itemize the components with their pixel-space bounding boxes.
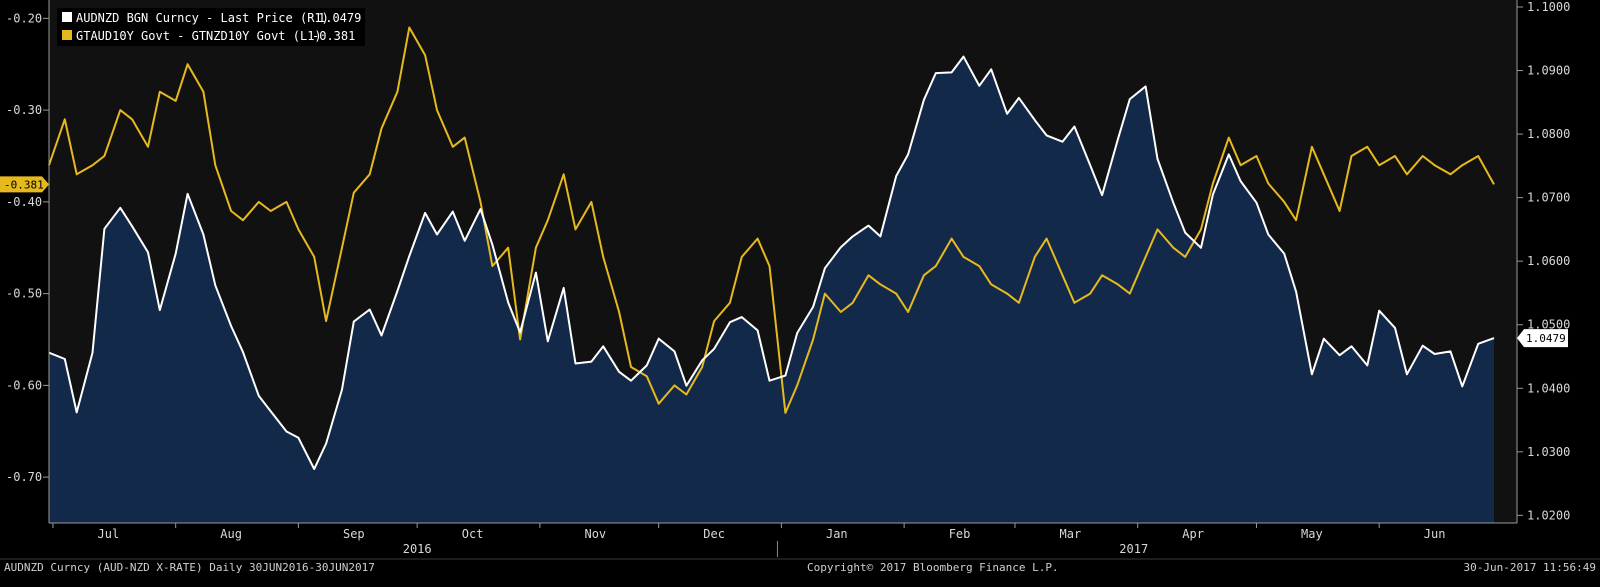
- year-labels: 2016 2017: [403, 541, 1148, 557]
- audnzd-area-fill: [49, 56, 1494, 523]
- year-label: 2017: [1119, 542, 1148, 556]
- month-label: Mar: [1060, 527, 1082, 541]
- month-label: Feb: [949, 527, 971, 541]
- month-label: Jul: [98, 527, 120, 541]
- right-tick-label: 1.0300: [1527, 445, 1570, 459]
- right-tick-label: 1.1000: [1527, 0, 1570, 14]
- legend-last-spread: -0.381: [312, 29, 355, 43]
- series-area-0: [49, 56, 1494, 523]
- series-line-0: [48, 55, 1495, 470]
- month-label: Apr: [1182, 527, 1204, 541]
- left-last-value-tag: -0.381: [0, 176, 49, 193]
- month-ticks: Jul Aug Sep Oct Nov Dec Jan Feb Mar Apr May Jun: [52, 523, 1446, 541]
- month-label: Dec: [703, 527, 725, 541]
- right-tag-shape: [1517, 329, 1568, 348]
- right-tick-label: 1.0600: [1527, 254, 1570, 268]
- left-tick-label: -0.40: [6, 195, 42, 209]
- right-tick-label: 1.0500: [1527, 318, 1570, 332]
- month-label: Jun: [1424, 527, 1446, 541]
- left-tick-label: -0.50: [6, 287, 42, 301]
- month-label: Aug: [220, 527, 242, 541]
- legend: AUDNZD BGN Curncy - Last Price (R1) 1.04…: [57, 8, 365, 46]
- footer-security-info: AUDNZD Curncy (AUD-NZD X-RATE) Daily 30J…: [4, 561, 375, 574]
- month-label: May: [1301, 527, 1323, 541]
- series-lines: [48, 26, 1495, 470]
- footer-timestamp: 30-Jun-2017 11:56:49: [1464, 561, 1596, 574]
- left-tick-label: -0.60: [6, 378, 42, 392]
- legend-swatch-audnzd: [62, 12, 72, 22]
- right-tick-label: 1.0900: [1527, 64, 1570, 78]
- legend-label-audnzd: AUDNZD BGN Curncy - Last Price (R1): [76, 11, 329, 25]
- year-label: 2016: [403, 542, 432, 556]
- legend-swatch-spread: [62, 30, 72, 40]
- footer-copyright: Copyright© 2017 Bloomberg Finance L.P.: [807, 561, 1059, 574]
- right-tick-label: 1.0200: [1527, 508, 1570, 522]
- right-tag-value: 1.0479: [1526, 332, 1566, 345]
- right-tick-label: 1.0700: [1527, 191, 1570, 205]
- right-tick-label: 1.0400: [1527, 381, 1570, 395]
- left-tag-shape: [0, 176, 49, 193]
- month-label: Oct: [462, 527, 484, 541]
- right-axis-ticks: 1.10001.09001.08001.07001.06001.05001.04…: [1517, 0, 1570, 522]
- right-tick-label: 1.0800: [1527, 127, 1570, 141]
- month-label: Nov: [584, 527, 606, 541]
- legend-last-audnzd: 1.0479: [318, 11, 361, 25]
- series-line-1: [48, 26, 1495, 414]
- left-tag-value: -0.381: [4, 178, 44, 191]
- left-tick-label: -0.20: [6, 11, 42, 25]
- right-last-value-tag: 1.0479: [1517, 329, 1568, 348]
- legend-background: [57, 8, 365, 46]
- left-tick-label: -0.30: [6, 103, 42, 117]
- left-tick-label: -0.70: [6, 470, 42, 484]
- month-label: Jan: [826, 527, 848, 541]
- month-label: Sep: [343, 527, 365, 541]
- legend-label-spread: GTAUD10Y Govt - GTNZD10Y Govt (L1): [76, 29, 322, 43]
- left-axis-ticks: -0.20 -0.30 -0.40 -0.50 -0.60 -0.70: [6, 11, 49, 484]
